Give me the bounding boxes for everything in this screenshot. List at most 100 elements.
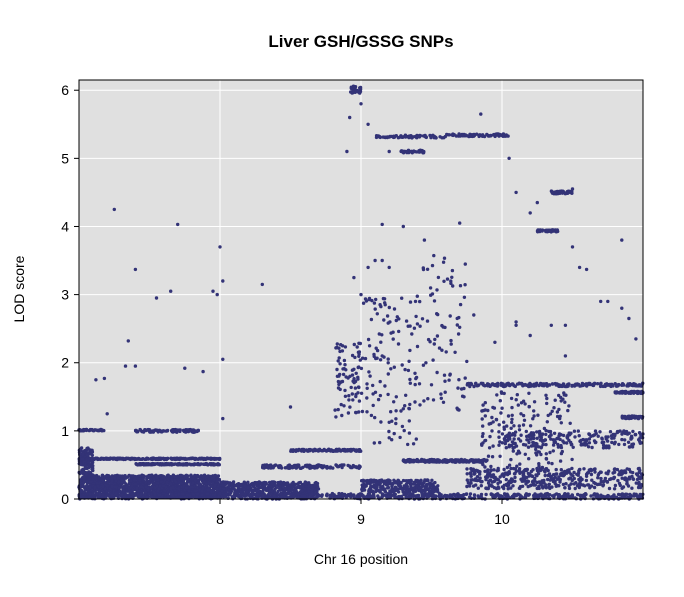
snp-point <box>291 480 295 485</box>
snp-point <box>429 135 433 140</box>
snp-point <box>556 445 561 449</box>
snp-point <box>306 487 310 491</box>
snp-point <box>155 475 159 480</box>
snp-point <box>548 429 553 434</box>
snp-point <box>335 342 339 346</box>
snp-point <box>583 484 587 488</box>
snp-point <box>213 483 217 488</box>
snp-point <box>630 486 634 490</box>
snp-point <box>432 459 436 464</box>
snp-point <box>399 481 403 485</box>
snp-point <box>400 487 404 491</box>
snp-point <box>170 463 174 467</box>
snp-point <box>270 481 274 486</box>
snp-point <box>375 485 379 490</box>
snp-point <box>200 489 204 494</box>
snp-point <box>573 486 577 491</box>
snp-point <box>419 478 423 482</box>
snp-point <box>400 135 405 139</box>
snp-point <box>614 391 618 395</box>
snp-point <box>485 382 490 386</box>
snp-point <box>296 482 300 486</box>
snp-point <box>447 133 452 137</box>
snp-point <box>630 436 634 440</box>
snp-point <box>120 482 124 486</box>
snp-point <box>308 448 312 452</box>
snp-point <box>520 479 524 483</box>
snp-point <box>425 478 430 482</box>
snp-point <box>563 192 568 196</box>
snp-point <box>80 481 85 486</box>
snp-point <box>184 457 189 461</box>
snp-point <box>598 470 603 474</box>
snp-point <box>259 485 263 489</box>
snp-point <box>619 390 623 394</box>
snp-point <box>469 381 473 386</box>
snp-point <box>303 487 307 491</box>
snp-point <box>424 482 429 487</box>
snp-point <box>637 470 641 475</box>
snp-point <box>173 457 178 461</box>
snp-point <box>170 478 174 482</box>
snp-point <box>552 431 557 435</box>
snp-point <box>110 484 114 489</box>
snp-point <box>504 477 508 482</box>
snp-point <box>587 437 592 441</box>
snp-point <box>212 474 216 479</box>
snp-point <box>255 484 259 488</box>
snp-point <box>268 487 272 492</box>
snp-point <box>595 382 600 386</box>
snp-point <box>255 487 259 491</box>
snp-point <box>529 437 533 441</box>
snp-point <box>454 134 458 138</box>
snp-point <box>626 440 631 444</box>
snp-point <box>385 479 389 483</box>
snp-point <box>336 379 341 384</box>
snp-point <box>589 469 593 473</box>
snp-point <box>101 484 105 489</box>
snp-point <box>499 382 503 386</box>
snp-point <box>230 485 234 489</box>
snp-point <box>148 476 152 480</box>
snp-point <box>402 486 407 491</box>
snp-point <box>94 476 98 480</box>
snp-point <box>544 483 548 487</box>
snp-point <box>267 480 272 485</box>
snp-point <box>299 484 303 489</box>
snp-point <box>517 469 521 473</box>
snp-point <box>526 438 530 442</box>
snp-point <box>535 381 539 385</box>
snp-point <box>430 487 435 492</box>
snp-point <box>423 478 427 482</box>
snp-point <box>546 477 550 482</box>
snp-point <box>638 414 642 419</box>
snp-point <box>279 495 283 499</box>
snp-point <box>356 377 360 381</box>
snp-point <box>562 470 566 474</box>
snp-point <box>496 478 500 482</box>
snp-point <box>526 479 531 484</box>
snp-point <box>526 471 531 476</box>
snp-point <box>600 436 604 440</box>
snp-point <box>607 446 611 450</box>
snp-point <box>514 444 519 448</box>
snp-point <box>469 481 473 485</box>
snp-point <box>578 479 583 483</box>
snp-point <box>342 463 346 467</box>
snp-point <box>570 384 574 388</box>
snp-point <box>112 457 116 461</box>
snp-point <box>564 482 568 486</box>
snp-point <box>155 461 160 466</box>
snp-point <box>576 382 581 387</box>
snp-point <box>507 470 511 474</box>
snp-point <box>630 414 635 419</box>
snp-point <box>176 463 181 467</box>
snp-point <box>358 358 362 362</box>
snp-point <box>341 367 345 371</box>
snp-point <box>207 481 212 485</box>
snp-point <box>635 477 640 482</box>
snp-point <box>357 399 362 403</box>
snp-point <box>561 439 565 443</box>
snp-point <box>589 472 594 477</box>
snp-point <box>325 466 329 470</box>
